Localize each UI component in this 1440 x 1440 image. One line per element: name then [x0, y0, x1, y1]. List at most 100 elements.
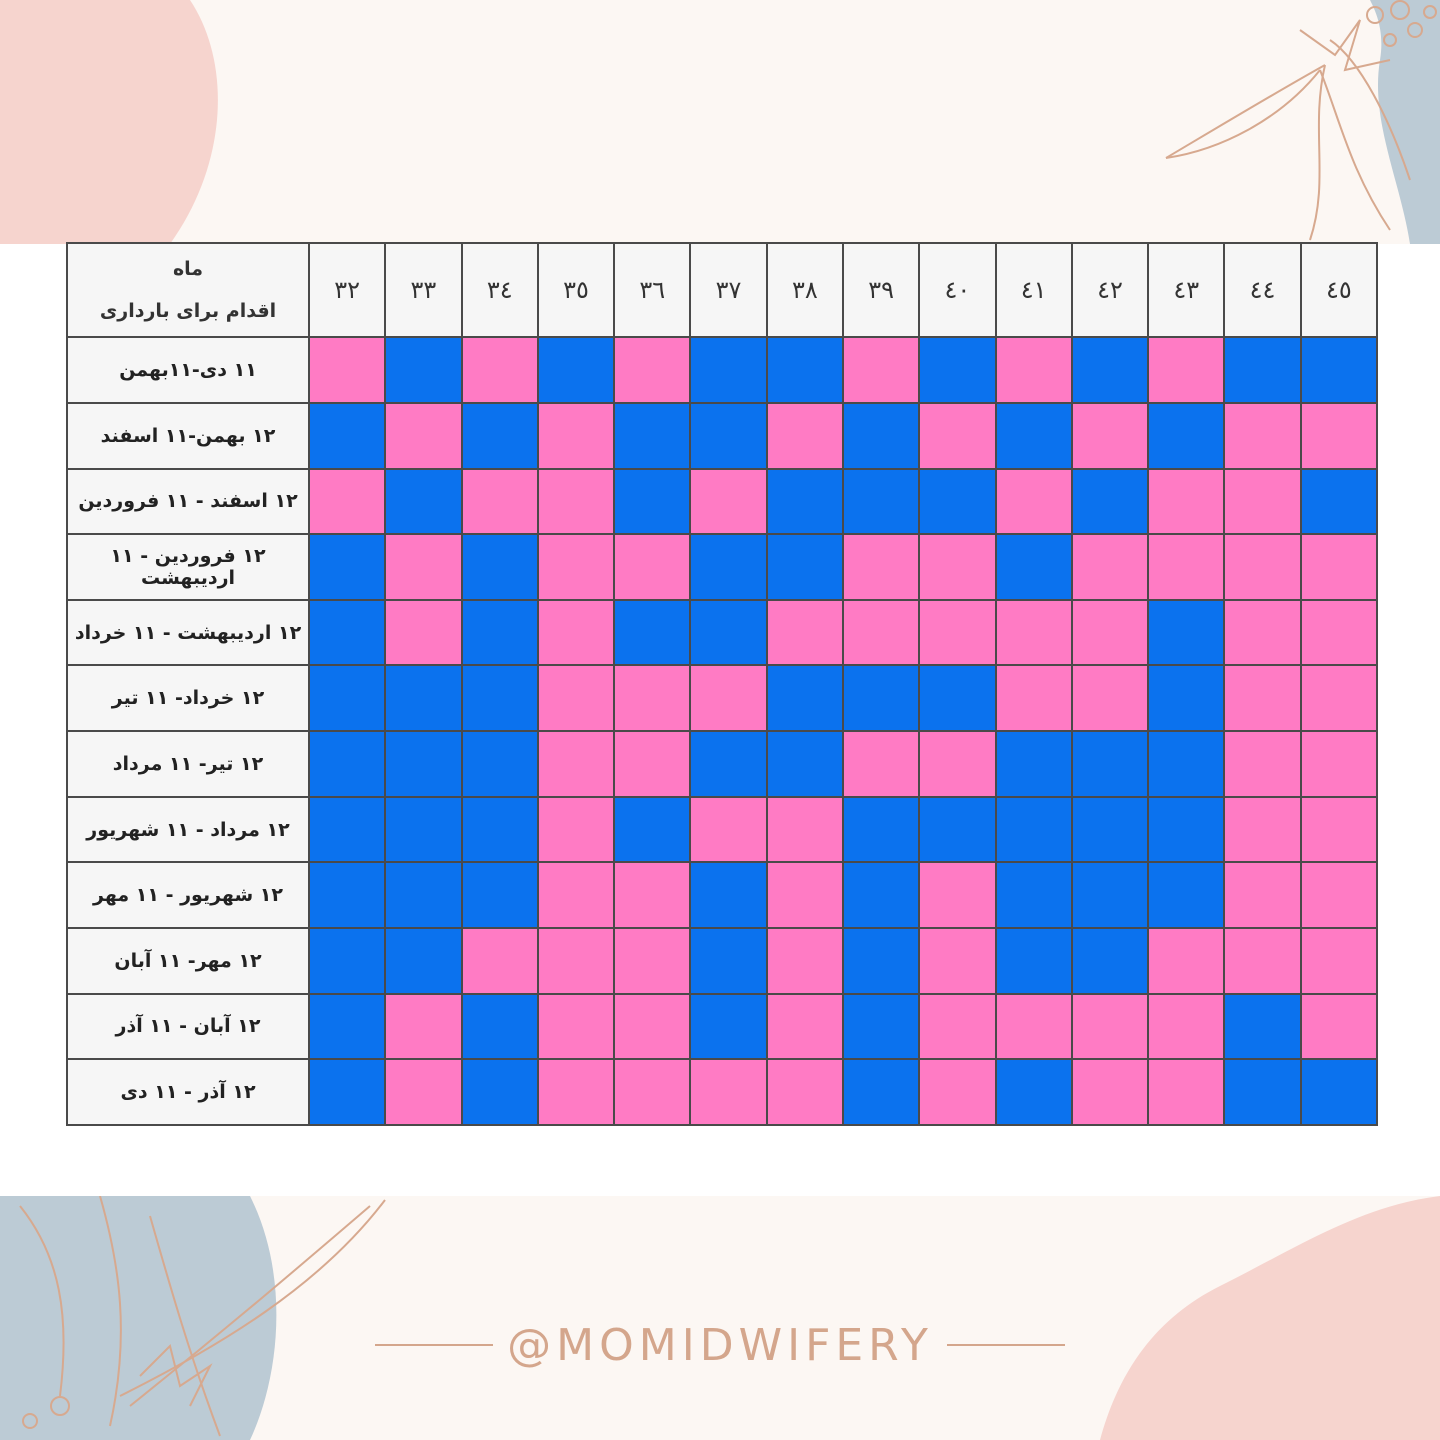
- girl-cell: [307, 467, 387, 536]
- boy-cell: [994, 730, 1073, 798]
- boy-cell: [1299, 336, 1379, 404]
- girl-cell: [918, 992, 997, 1061]
- girl-cell: [1299, 861, 1379, 929]
- brand-handle: @MOMIDWIFERY: [507, 1319, 933, 1371]
- boy-cell: [1147, 795, 1226, 864]
- girl-cell: [841, 533, 921, 601]
- boy-cell: [765, 533, 844, 601]
- boy-cell: [384, 467, 463, 536]
- boy-cell: [841, 664, 921, 733]
- boy-cell: [1070, 861, 1150, 929]
- girl-cell: [613, 992, 692, 1061]
- boy-cell: [1147, 401, 1226, 470]
- age-header: ۳٥: [536, 241, 616, 339]
- girl-cell: [536, 1058, 616, 1126]
- girl-cell: [536, 926, 616, 995]
- age-header: ۳۳: [384, 241, 463, 339]
- girl-cell: [1223, 861, 1302, 929]
- girl-cell: [1299, 598, 1379, 667]
- boy-cell: [307, 1058, 387, 1126]
- girl-cell: [841, 598, 921, 667]
- boy-cell: [994, 861, 1073, 929]
- boy-cell: [307, 533, 387, 601]
- boy-cell: [689, 401, 768, 470]
- girl-cell: [1147, 1058, 1226, 1126]
- boy-cell: [307, 926, 387, 995]
- row-month-label: ۱۲ مرداد - ۱۱ شهریور: [66, 795, 310, 864]
- girl-cell: [689, 795, 768, 864]
- boy-cell: [460, 401, 539, 470]
- row-month-label: ۱۲ آذر - ۱۱ دی: [66, 1058, 310, 1126]
- girl-cell: [841, 730, 921, 798]
- boy-cell: [307, 598, 387, 667]
- girl-cell: [613, 533, 692, 601]
- boy-cell: [689, 730, 768, 798]
- boy-cell: [307, 401, 387, 470]
- girl-cell: [765, 992, 844, 1061]
- boy-cell: [841, 992, 921, 1061]
- age-header: ٤٥: [1299, 241, 1379, 339]
- boy-cell: [536, 336, 616, 404]
- girl-cell: [613, 861, 692, 929]
- girl-cell: [460, 467, 539, 536]
- boy-cell: [384, 926, 463, 995]
- boy-cell: [918, 664, 997, 733]
- boy-cell: [384, 730, 463, 798]
- girl-cell: [1147, 926, 1226, 995]
- girl-cell: [536, 598, 616, 667]
- girl-cell: [689, 664, 768, 733]
- brand-rule-left: [375, 1344, 494, 1346]
- girl-cell: [689, 1058, 768, 1126]
- girl-cell: [1299, 664, 1379, 733]
- girl-cell: [307, 336, 387, 404]
- boy-cell: [384, 861, 463, 929]
- girl-cell: [1070, 1058, 1150, 1126]
- girl-cell: [994, 992, 1073, 1061]
- girl-cell: [1299, 533, 1379, 601]
- girl-cell: [536, 861, 616, 929]
- table-row: ۱۲ شهریور - ۱۱ مهر: [66, 861, 1379, 929]
- girl-cell: [613, 1058, 692, 1126]
- boy-cell: [384, 795, 463, 864]
- age-header: ۳٤: [460, 241, 539, 339]
- girl-cell: [841, 336, 921, 404]
- girl-cell: [918, 1058, 997, 1126]
- boy-cell: [1070, 467, 1150, 536]
- boy-cell: [994, 401, 1073, 470]
- boy-cell: [460, 1058, 539, 1126]
- girl-cell: [536, 533, 616, 601]
- boy-cell: [460, 598, 539, 667]
- boy-cell: [460, 664, 539, 733]
- girl-cell: [1070, 664, 1150, 733]
- girl-cell: [765, 795, 844, 864]
- table-row: ۱۲ تیر- ۱۱ مرداد: [66, 730, 1379, 798]
- boy-cell: [918, 467, 997, 536]
- row-month-label: ۱۲ بهمن-۱۱ اسفند: [66, 401, 310, 470]
- girl-cell: [918, 598, 997, 667]
- age-header: ٤۱: [994, 241, 1073, 339]
- girl-cell: [1223, 533, 1302, 601]
- boy-cell: [918, 336, 997, 404]
- boy-cell: [384, 664, 463, 733]
- boy-cell: [307, 730, 387, 798]
- girl-cell: [613, 730, 692, 798]
- bottom-left-leaf-illustration: [19, 1196, 386, 1437]
- age-header: ۳۷: [689, 241, 768, 339]
- boy-cell: [460, 795, 539, 864]
- boy-cell: [689, 926, 768, 995]
- girl-cell: [1147, 992, 1226, 1061]
- corner-conception-label: اقدام برای بارداری: [99, 300, 277, 323]
- boy-cell: [1070, 926, 1150, 995]
- boy-cell: [841, 1058, 921, 1126]
- girl-cell: [1299, 795, 1379, 864]
- girl-cell: [536, 730, 616, 798]
- girl-cell: [765, 598, 844, 667]
- girl-cell: [1299, 926, 1379, 995]
- girl-cell: [765, 861, 844, 929]
- girl-cell: [918, 926, 997, 995]
- girl-cell: [1223, 730, 1302, 798]
- girl-cell: [613, 926, 692, 995]
- boy-cell: [994, 795, 1073, 864]
- boy-cell: [1147, 861, 1226, 929]
- boy-cell: [307, 861, 387, 929]
